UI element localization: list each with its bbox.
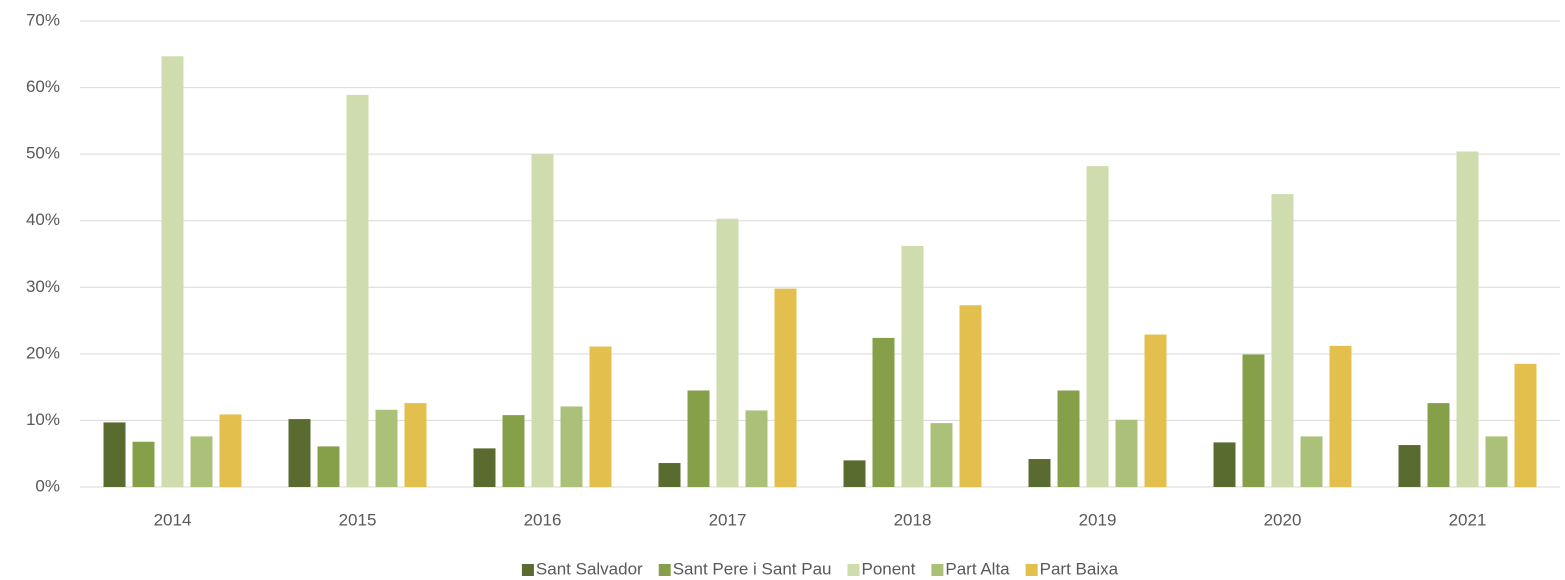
- bar: [132, 441, 155, 487]
- x-tick-label: 2015: [339, 510, 377, 529]
- bar: [1086, 166, 1109, 487]
- bar: [774, 288, 797, 487]
- y-tick-label: 30%: [26, 277, 60, 296]
- legend-label: Ponent: [861, 559, 915, 578]
- legend-label: Sant Salvador: [536, 559, 643, 578]
- bar: [103, 422, 126, 487]
- bar: [375, 409, 398, 487]
- x-tick-label: 2017: [709, 510, 747, 529]
- bar: [560, 406, 583, 487]
- bar: [589, 346, 612, 487]
- x-tick-label: 2018: [894, 510, 932, 529]
- y-tick-label: 60%: [26, 77, 60, 96]
- bar: [1242, 354, 1265, 487]
- x-tick-label: 2014: [154, 510, 192, 529]
- y-tick-label: 70%: [26, 10, 60, 29]
- bar: [219, 414, 242, 487]
- bar: [745, 410, 768, 487]
- legend-label: Part Alta: [945, 559, 1010, 578]
- y-tick-label: 40%: [26, 210, 60, 229]
- legend-swatch: [658, 564, 671, 576]
- legend-label: Part Baixa: [1040, 559, 1119, 578]
- bar: [1144, 334, 1167, 487]
- bar: [1057, 390, 1080, 487]
- bar: [1213, 442, 1236, 487]
- bar: [1329, 345, 1352, 487]
- legend-label: Sant Pere i Sant Pau: [673, 559, 832, 578]
- bar: [1398, 445, 1421, 487]
- y-tick-label: 50%: [26, 144, 60, 163]
- bar: [658, 463, 681, 487]
- legend-swatch: [521, 564, 534, 576]
- bar: [288, 419, 311, 487]
- bar: [190, 436, 213, 487]
- bar: [1115, 419, 1138, 487]
- bar: [502, 415, 525, 487]
- bar: [1271, 194, 1294, 488]
- bar: [901, 246, 924, 487]
- bar: [346, 94, 369, 487]
- bar: [716, 218, 739, 487]
- bar: [317, 446, 340, 487]
- bar: [404, 403, 427, 487]
- legend-swatch: [847, 564, 860, 576]
- bar: [1514, 363, 1537, 487]
- y-tick-label: 0%: [35, 476, 60, 495]
- x-tick-label: 2021: [1449, 510, 1487, 529]
- x-tick-label: 2019: [1079, 510, 1117, 529]
- bar: [1427, 403, 1450, 487]
- bar: [959, 305, 982, 487]
- bar: [687, 390, 710, 487]
- y-tick-label: 10%: [26, 410, 60, 429]
- x-tick-label: 2020: [1264, 510, 1302, 529]
- bar: [1300, 436, 1323, 487]
- legend-swatch: [931, 564, 944, 576]
- bar: [843, 460, 866, 487]
- bar: [1028, 459, 1051, 487]
- bar: [473, 448, 496, 487]
- bar: [1456, 151, 1479, 488]
- x-tick-label: 2016: [524, 510, 562, 529]
- bar: [872, 337, 895, 487]
- bar: [930, 423, 953, 487]
- bar: [531, 154, 554, 487]
- bar: [161, 56, 184, 487]
- bar: [1485, 436, 1508, 487]
- y-tick-label: 20%: [26, 343, 60, 362]
- legend-swatch: [1025, 564, 1038, 576]
